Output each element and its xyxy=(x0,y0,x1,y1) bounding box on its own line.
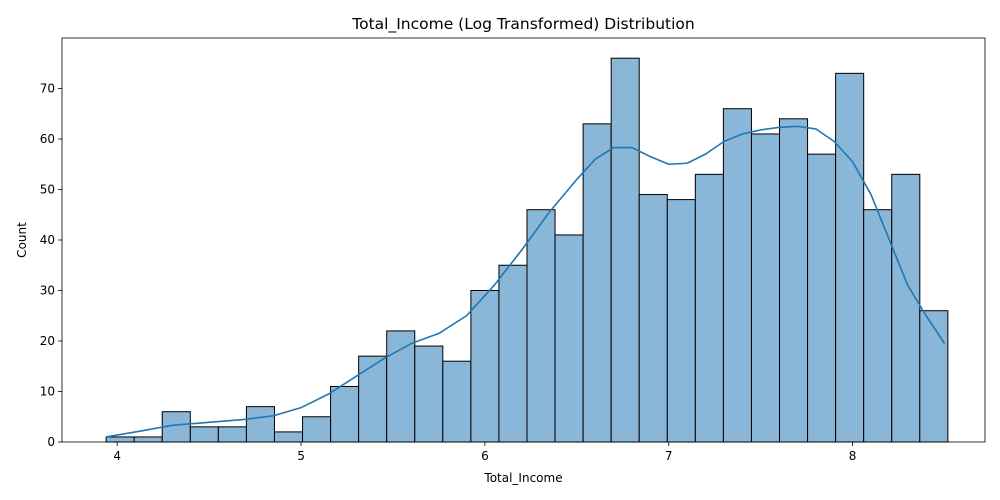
histogram-bar xyxy=(694,173,724,443)
histogram-bar xyxy=(835,72,865,443)
histogram-bars xyxy=(105,57,949,443)
x-tick-label: 8 xyxy=(849,449,857,463)
x-axis-label: Total_Income xyxy=(483,471,562,485)
y-tick-label: 20 xyxy=(40,334,55,348)
kde-curve xyxy=(105,125,946,438)
y-tick-label: 30 xyxy=(40,284,55,298)
y-tick-label: 70 xyxy=(40,82,55,96)
histogram-bar xyxy=(722,108,752,443)
y-tick-label: 50 xyxy=(40,183,55,197)
x-tick-label: 5 xyxy=(297,449,305,463)
y-tick-label: 0 xyxy=(47,435,55,449)
y-tick-label: 60 xyxy=(40,132,55,146)
y-axis: 0 10 20 30 40 50 60 70 xyxy=(40,82,62,449)
histogram-bar xyxy=(610,57,640,443)
histogram-bar xyxy=(582,123,612,443)
histogram-bar xyxy=(554,234,584,443)
histogram-bar xyxy=(750,133,781,443)
y-axis-label: Count xyxy=(15,222,29,258)
histogram-bar xyxy=(666,199,696,443)
y-tick-label: 40 xyxy=(40,233,55,247)
histogram-bar xyxy=(245,406,275,443)
histogram-bar xyxy=(330,385,360,443)
histogram-bar xyxy=(105,436,135,443)
histogram-bar xyxy=(919,310,949,443)
histogram-bar xyxy=(386,330,416,443)
histogram-bar xyxy=(133,436,163,443)
histogram-bar xyxy=(498,264,528,443)
histogram-bar xyxy=(414,345,444,443)
histogram-bar xyxy=(638,194,668,443)
histogram-bar xyxy=(442,360,472,443)
chart-title: Total_Income (Log Transformed) Distribut… xyxy=(351,15,694,34)
histogram-bar xyxy=(273,431,304,443)
histogram-bar xyxy=(779,118,809,443)
histogram-bar xyxy=(891,173,921,443)
histogram-bar xyxy=(807,153,837,443)
plot-frame xyxy=(61,37,986,443)
histogram-bar xyxy=(189,426,219,443)
histogram-bar xyxy=(358,355,388,443)
x-tick-label: 6 xyxy=(481,449,489,463)
histogram-bar xyxy=(526,209,556,443)
x-axis: 4 5 6 7 8 xyxy=(113,442,856,463)
histogram-bar xyxy=(470,290,500,443)
y-tick-label: 10 xyxy=(40,385,55,399)
histogram-bar xyxy=(217,426,247,443)
histogram-bar xyxy=(302,416,332,443)
x-tick-label: 4 xyxy=(113,449,121,463)
histogram-bar xyxy=(863,209,893,443)
x-tick-label: 7 xyxy=(665,449,673,463)
